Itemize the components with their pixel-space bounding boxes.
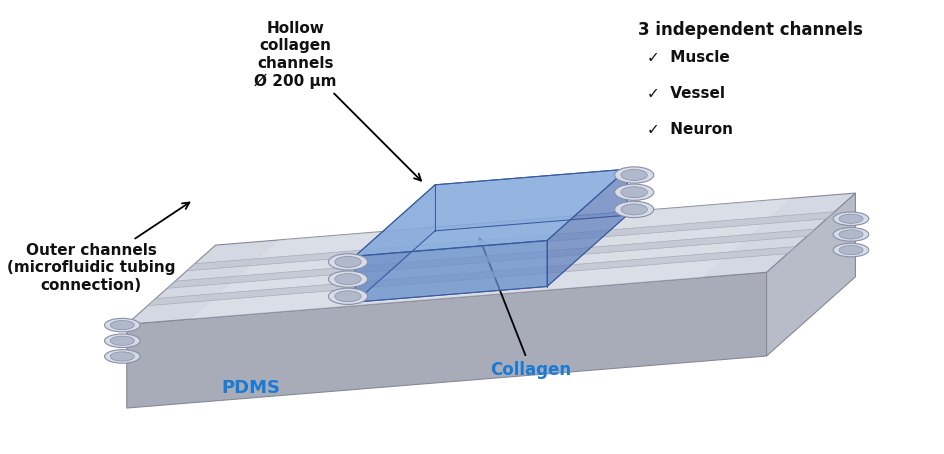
Polygon shape: [147, 247, 795, 306]
Text: Outer channels
(microfluidic tubing
connection): Outer channels (microfluidic tubing conn…: [7, 202, 189, 293]
Ellipse shape: [620, 187, 647, 197]
Polygon shape: [355, 185, 434, 302]
Polygon shape: [355, 241, 547, 302]
Ellipse shape: [614, 184, 653, 200]
Polygon shape: [167, 229, 814, 288]
Text: ✓  Vessel: ✓ Vessel: [646, 86, 724, 101]
Ellipse shape: [833, 212, 868, 226]
Ellipse shape: [105, 318, 140, 332]
Ellipse shape: [105, 334, 140, 348]
Ellipse shape: [838, 214, 862, 223]
Text: Hollow
collagen
channels
Ø 200 μm: Hollow collagen channels Ø 200 μm: [254, 21, 421, 181]
Polygon shape: [126, 193, 854, 324]
Ellipse shape: [105, 350, 140, 363]
Polygon shape: [434, 169, 627, 231]
Ellipse shape: [110, 352, 134, 361]
Polygon shape: [355, 215, 627, 302]
Ellipse shape: [833, 227, 868, 241]
Ellipse shape: [838, 246, 862, 255]
Ellipse shape: [329, 288, 367, 305]
Ellipse shape: [334, 291, 361, 302]
Ellipse shape: [838, 230, 862, 239]
Polygon shape: [766, 193, 854, 356]
Polygon shape: [191, 198, 791, 319]
Polygon shape: [355, 169, 627, 256]
Ellipse shape: [110, 336, 134, 345]
Polygon shape: [187, 212, 834, 271]
Text: ✓  Neuron: ✓ Neuron: [646, 122, 732, 137]
Ellipse shape: [614, 167, 653, 183]
Polygon shape: [547, 169, 627, 286]
Ellipse shape: [620, 169, 647, 181]
Text: 3 independent channels: 3 independent channels: [637, 21, 862, 39]
Ellipse shape: [334, 274, 361, 285]
Text: Collagen: Collagen: [479, 238, 571, 379]
Ellipse shape: [110, 321, 134, 330]
Text: ✓  Muscle: ✓ Muscle: [646, 50, 729, 65]
Ellipse shape: [329, 254, 367, 270]
Ellipse shape: [833, 243, 868, 257]
Ellipse shape: [334, 257, 361, 267]
Ellipse shape: [329, 271, 367, 287]
Ellipse shape: [614, 201, 653, 217]
Polygon shape: [126, 272, 766, 408]
Text: PDMS: PDMS: [222, 379, 280, 397]
Ellipse shape: [620, 204, 647, 215]
